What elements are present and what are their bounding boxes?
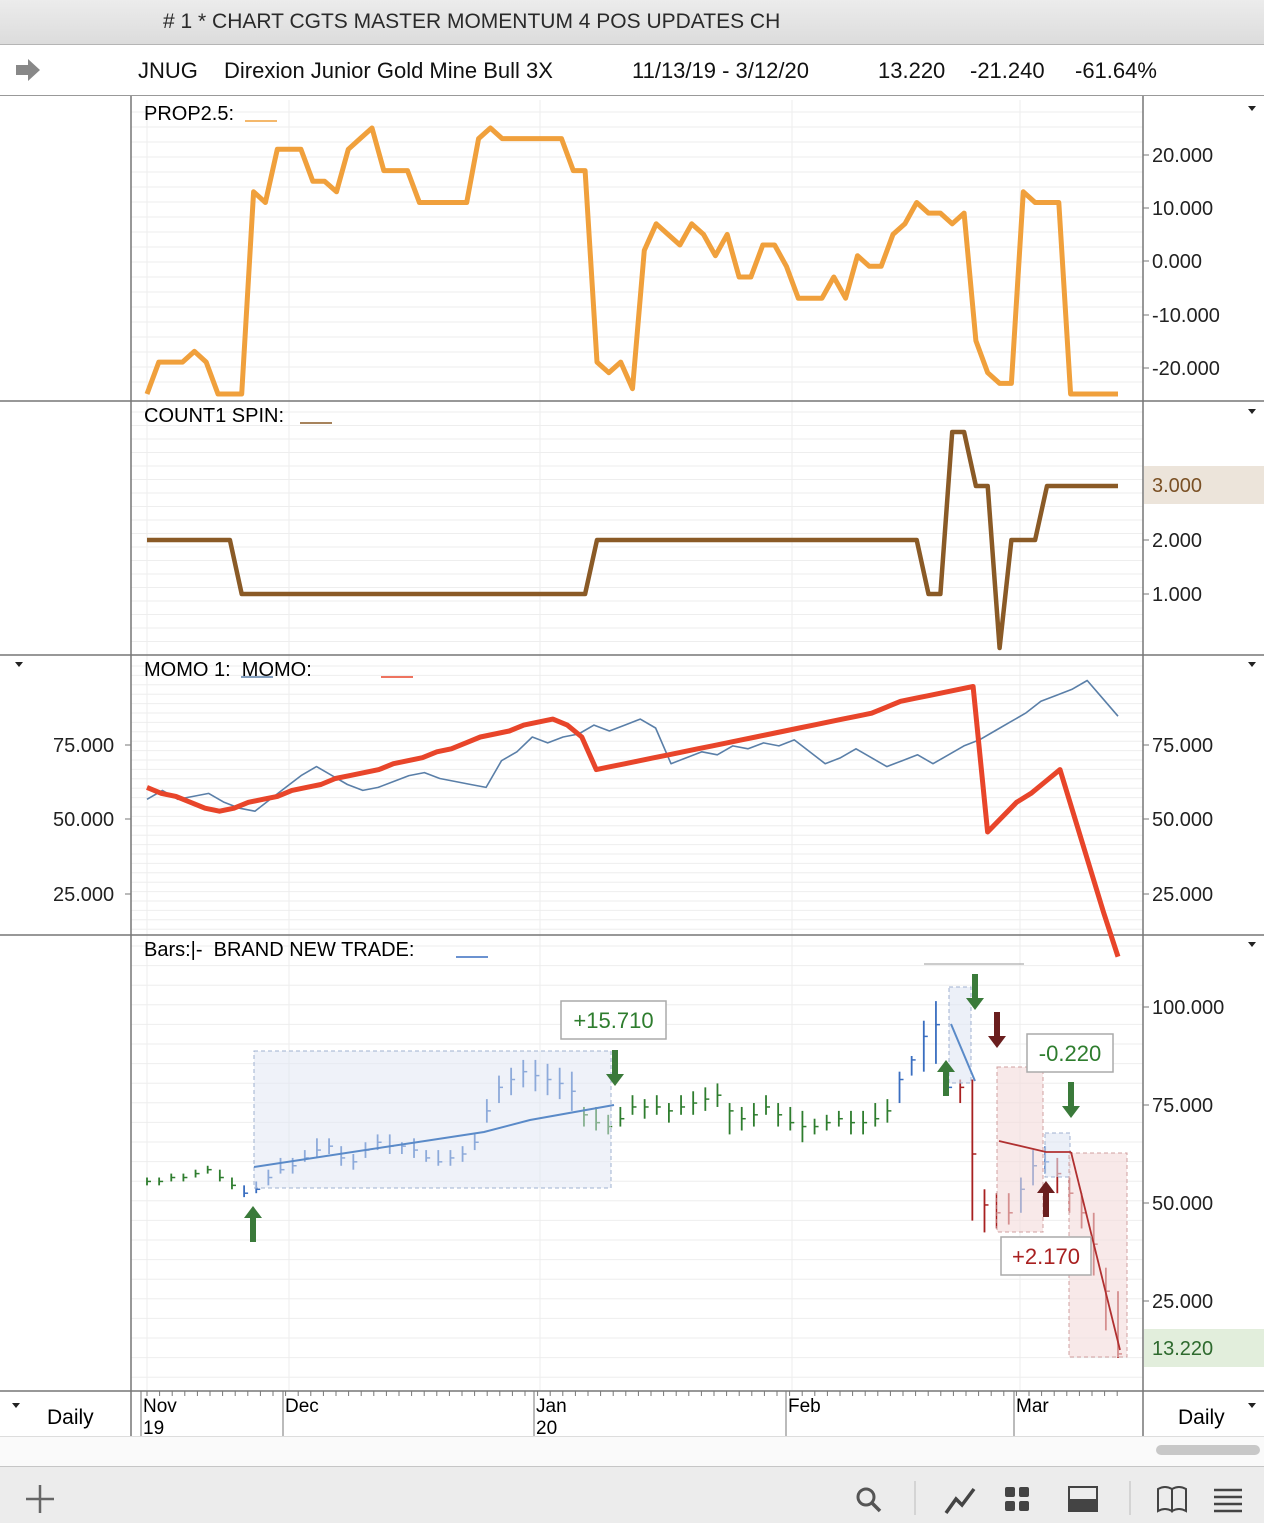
left-axis-tick-label: 75.000 <box>53 735 114 757</box>
buy-arrow-icon <box>937 1060 955 1096</box>
trade-result-label-box <box>560 1000 667 1040</box>
price-change: -21.240 <box>970 58 1045 83</box>
right-axis-tick-label: 75.000 <box>1152 735 1213 757</box>
prop-menu-icon[interactable] <box>1248 106 1256 111</box>
momo-left-menu-icon[interactable] <box>15 662 23 667</box>
sell-arrow-icon <box>1062 1082 1080 1118</box>
window-titlebar: # 1 * CHART CGTS MASTER MOMENTUM 4 POS U… <box>0 0 1264 45</box>
book-icon[interactable] <box>1157 1486 1187 1513</box>
x-axis-month-label: Mar <box>1016 1396 1049 1417</box>
trade-line-1 <box>253 1104 615 1168</box>
list-menu-icon[interactable] <box>1214 1488 1242 1513</box>
bars-last-value-badge-bg <box>1144 1329 1264 1367</box>
trade-box-1 <box>253 1050 612 1189</box>
prop-panel-title: PROP2.5: <box>144 103 234 125</box>
sell-arrow-icon <box>966 974 984 1010</box>
symbol-bar: JNUG Direxion Junior Gold Mine Bull 3X 1… <box>0 45 1264 96</box>
count-last-value-badge: 3.000 <box>1152 475 1202 497</box>
symbol[interactable]: JNUG <box>138 58 198 83</box>
right-axis-tick-label: 25.000 <box>1152 1291 1213 1313</box>
trade-line-2 <box>950 1023 976 1082</box>
trade-result-label: +2.170 <box>1012 1244 1080 1269</box>
momo-menu-icon[interactable] <box>1248 662 1256 667</box>
timeframe-right-menu-icon[interactable] <box>1248 1403 1256 1408</box>
right-axis-tick-label: 25.000 <box>1152 884 1213 906</box>
right-axis-tick-label: 0.000 <box>1152 251 1202 273</box>
momo1-series-line <box>146 679 1119 813</box>
right-axis-tick-label: 100.000 <box>1152 997 1224 1019</box>
trade-result-label-box <box>1026 1033 1114 1073</box>
right-axis-tick-label: -10.000 <box>1152 305 1220 327</box>
chart-area[interactable]: PROP2.5: COUNT1 SPIN: MOMO 1: MOMO: Bars… <box>0 96 1264 1436</box>
trade-result-label: -0.220 <box>1039 1041 1101 1066</box>
trade-result-label-box <box>1000 1236 1092 1276</box>
scrollbar-thumb[interactable] <box>1156 1445 1260 1455</box>
arrow-right-icon[interactable] <box>14 57 44 83</box>
x-axis-year-label: 19 <box>143 1418 164 1436</box>
symbol-name: Direxion Junior Gold Mine Bull 3X <box>224 58 553 83</box>
right-axis-tick-label: 2.000 <box>1152 530 1202 552</box>
count-menu-icon[interactable] <box>1248 409 1256 414</box>
trade-line-4 <box>1070 1151 1121 1351</box>
right-axis-tick-label: 1.000 <box>1152 584 1202 606</box>
count-last-value-badge-bg <box>1144 466 1264 504</box>
count-panel-title: COUNT1 SPIN: <box>144 405 284 427</box>
left-axis-tick-label: 25.000 <box>53 884 114 906</box>
trade-box-4 <box>1044 1132 1071 1178</box>
short-arrow-icon <box>988 1012 1006 1048</box>
x-axis-year-label: 20 <box>536 1418 557 1436</box>
search-icon[interactable] <box>856 1487 882 1513</box>
timeframe-right[interactable]: Daily <box>1178 1406 1225 1429</box>
right-axis-tick-label: 20.000 <box>1152 145 1213 167</box>
timeframe-left[interactable]: Daily <box>47 1406 94 1429</box>
bars-last-value-badge: 13.220 <box>1152 1338 1213 1360</box>
add-icon[interactable] <box>26 1485 54 1513</box>
trade-line-3 <box>998 1140 1071 1153</box>
line-chart-icon[interactable] <box>944 1487 976 1515</box>
bars-panel-title: Bars:|- BRAND NEW TRADE: <box>144 939 414 961</box>
panel-layout-icon[interactable] <box>1068 1486 1098 1512</box>
x-axis-month-label: Dec <box>285 1396 319 1417</box>
right-axis-tick-label: 75.000 <box>1152 1095 1213 1117</box>
right-axis-tick-label: 10.000 <box>1152 198 1213 220</box>
right-axis-tick-label: -20.000 <box>1152 358 1220 380</box>
last-price: 13.220 <box>878 58 946 83</box>
left-axis-tick-label: 50.000 <box>53 809 114 831</box>
count-series-line <box>147 429 1118 651</box>
x-axis-month-label: Nov <box>143 1396 177 1417</box>
bars-menu-icon[interactable] <box>1248 942 1256 947</box>
x-axis-month-label: Feb <box>788 1396 821 1417</box>
prop-series-line <box>144 125 1118 397</box>
horizontal-scrollbar[interactable] <box>0 1436 1264 1467</box>
window-title: # 1 * CHART CGTS MASTER MOMENTUM 4 POS U… <box>163 10 781 33</box>
date-range: 11/13/19 - 3/12/20 <box>632 58 809 83</box>
momo-series-line <box>146 684 1121 958</box>
right-axis-tick-label: 50.000 <box>1152 809 1213 831</box>
sell-arrow-icon <box>606 1050 624 1086</box>
buy-arrow-icon <box>244 1206 262 1242</box>
timeframe-left-menu-icon[interactable] <box>12 1403 20 1408</box>
bottom-toolbar <box>0 1466 1264 1523</box>
trade-result-label: +15.710 <box>573 1008 653 1033</box>
right-axis-tick-label: 50.000 <box>1152 1193 1213 1215</box>
grid-layout-icon[interactable] <box>1005 1487 1029 1511</box>
cover-arrow-icon <box>1037 1181 1055 1217</box>
price-change-pct: -61.64% <box>1075 58 1157 83</box>
momo-panel-title: MOMO 1: MOMO: <box>144 659 312 681</box>
x-axis-month-label: Jan <box>536 1396 567 1417</box>
